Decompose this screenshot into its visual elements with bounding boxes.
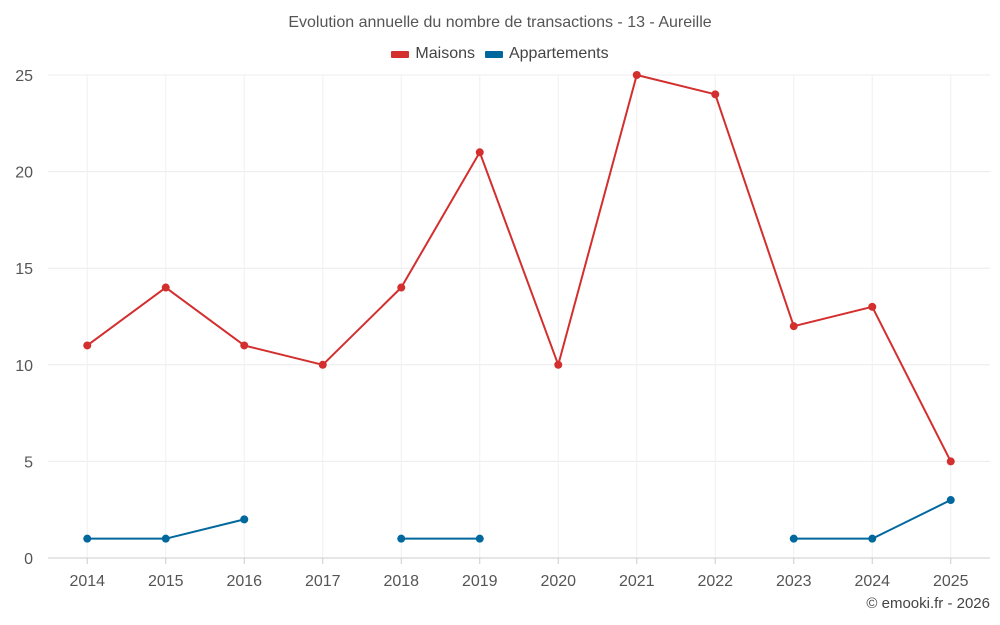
data-point-maisons-2015[interactable] — [161, 283, 170, 292]
series-group — [83, 71, 955, 543]
data-point-maisons-2019[interactable] — [475, 148, 484, 157]
series-line-maisons — [86, 74, 952, 462]
x-tick-label: 2016 — [226, 573, 262, 590]
x-tick-label: 2019 — [462, 573, 498, 590]
data-point-appartements-2025[interactable] — [946, 496, 955, 505]
data-point-maisons-2020[interactable] — [554, 360, 563, 369]
data-point-maisons-2014[interactable] — [83, 341, 92, 350]
data-point-maisons-2025[interactable] — [946, 457, 955, 466]
data-point-appartements-2018[interactable] — [397, 534, 406, 543]
data-point-maisons-2022[interactable] — [711, 90, 720, 99]
x-tick-label: 2022 — [697, 573, 733, 590]
x-tick-label: 2025 — [933, 573, 969, 590]
x-tick-label: 2024 — [854, 573, 890, 590]
x-tick-label: 2020 — [540, 573, 576, 590]
legend-swatch-maisons — [391, 50, 410, 58]
credit-text: © emooki.fr - 2026 — [866, 595, 990, 612]
x-tick-label: 2018 — [383, 573, 419, 590]
y-tick-label: 15 — [15, 261, 33, 278]
data-point-appartements-2019[interactable] — [475, 534, 484, 543]
y-tick-label: 10 — [15, 358, 33, 375]
data-point-maisons-2023[interactable] — [789, 322, 798, 331]
grid — [48, 74, 990, 559]
x-tick-label: 2021 — [619, 573, 655, 590]
data-point-maisons-2021[interactable] — [632, 71, 641, 79]
y-tick-label: 20 — [15, 165, 33, 182]
y-tick-label: 25 — [15, 68, 33, 85]
legend-label-appartements: Appartements — [508, 45, 609, 62]
x-tick-label: 2017 — [305, 573, 341, 590]
y-tick-label: 0 — [24, 551, 33, 568]
legend-item-appartements[interactable]: Appartements — [484, 45, 609, 63]
data-point-appartements-2014[interactable] — [83, 534, 92, 543]
data-point-maisons-2024[interactable] — [868, 302, 877, 311]
legend-swatch-appartements — [484, 50, 503, 58]
data-point-appartements-2024[interactable] — [868, 534, 877, 543]
x-tick-label: 2014 — [69, 573, 105, 590]
x-tick-label: 2023 — [776, 573, 812, 590]
legend-item-maisons[interactable]: Maisons — [391, 45, 475, 63]
chart-title: Evolution annuelle du nombre de transact… — [288, 14, 712, 31]
x-tick-label: 2015 — [148, 573, 184, 590]
data-point-maisons-2016[interactable] — [240, 341, 249, 350]
data-point-appartements-2015[interactable] — [161, 534, 170, 543]
legend: Maisons Appartements — [0, 45, 1000, 63]
data-point-maisons-2018[interactable] — [397, 283, 406, 292]
data-point-appartements-2023[interactable] — [789, 534, 798, 543]
data-point-appartements-2016[interactable] — [240, 515, 249, 524]
data-point-maisons-2017[interactable] — [318, 360, 327, 369]
legend-label-maisons: Maisons — [415, 45, 475, 62]
y-tick-label: 5 — [24, 454, 33, 471]
